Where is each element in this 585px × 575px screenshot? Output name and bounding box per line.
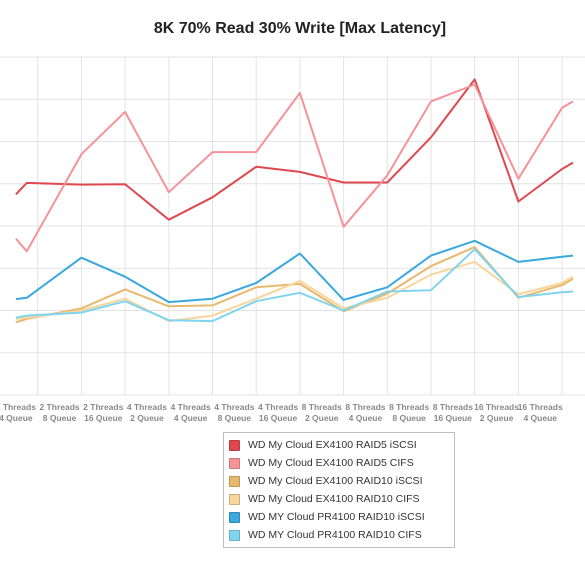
x-tick-queue: 8 Queue [43,413,77,423]
x-tick-label: 8 Threads 2 Queue [302,402,342,423]
x-tick-label: 4 Threads 2 Queue [127,402,167,423]
x-tick-label: 4 Threads 8 Queue [214,402,254,423]
x-tick-queue: 8 Queue [392,413,426,423]
x-tick-label: 2 Threads 8 Queue [39,402,79,423]
x-tick-label: 8 Threads 4 Queue [345,402,385,423]
x-tick-queue: 16 Queue [259,413,298,423]
x-tick-threads: 4 Threads [258,402,298,412]
x-tick-label: 4 Threads 4 Queue [171,402,211,423]
x-tick-queue: 4 Queue [0,413,33,423]
x-tick-threads: 2 Threads [39,402,79,412]
x-tick-threads: 2 Threads [83,402,123,412]
x-tick-queue: 4 Queue [523,413,557,423]
series-line-5 [15,239,574,304]
legend-item: WD MY Cloud PR4100 RAID10 iSCSI [224,508,454,526]
legend-item: WD My Cloud EX4100 RAID10 CIFS [224,490,454,508]
x-tick-label: 16 Threads 4 Queue [518,402,563,423]
legend-item: WD My Cloud EX4100 RAID5 CIFS [224,454,454,472]
series-line-4 [15,260,574,323]
x-tick-threads: 8 Threads [345,402,385,412]
x-tick-threads: 4 Threads [127,402,167,412]
legend-swatch [229,457,240,469]
x-tick-threads: 4 Threads [171,402,211,412]
legend-label: WD MY Cloud PR4100 RAID10 iSCSI [248,511,425,523]
x-tick-threads: 2 Threads [0,402,36,412]
legend-swatch [229,439,240,451]
x-tick-queue: 2 Queue [480,413,514,423]
series-line-1 [15,78,574,221]
chart-grid [0,56,585,396]
x-tick-queue: 16 Queue [434,413,473,423]
chart-series-lines [15,78,574,324]
legend-swatch [229,529,240,541]
x-tick-threads: 16 Threads [518,402,563,412]
x-tick-label: 2 Threads 16 Queue [83,402,123,423]
legend-label: WD My Cloud EX4100 RAID10 CIFS [248,493,420,505]
x-tick-threads: 16 Threads [474,402,519,412]
legend-label: WD MY Cloud PR4100 RAID10 CIFS [248,529,422,541]
legend-swatch [229,511,240,523]
x-tick-threads: 8 Threads [302,402,342,412]
legend-label: WD My Cloud EX4100 RAID10 iSCSI [248,475,423,487]
legend-item: WD My Cloud EX4100 RAID10 iSCSI [224,472,454,490]
series-line-6 [15,248,574,323]
legend-swatch [229,493,240,505]
legend-label: WD My Cloud EX4100 RAID5 CIFS [248,457,414,469]
x-tick-label: 4 Threads 16 Queue [258,402,298,423]
x-tick-queue: 2 Queue [130,413,164,423]
x-tick-threads: 8 Threads [433,402,473,412]
x-tick-threads: 8 Threads [389,402,429,412]
legend-item: WD My Cloud EX4100 RAID5 iSCSI [224,436,454,454]
series-line-2 [15,83,574,253]
x-tick-queue: 2 Queue [305,413,339,423]
x-tick-queue: 4 Queue [349,413,383,423]
x-tick-label: 8 Threads 16 Queue [433,402,473,423]
chart-title: 8K 70% Read 30% Write [Max Latency] [153,20,447,37]
x-tick-queue: 4 Queue [174,413,208,423]
x-tick-threads: 4 Threads [214,402,254,412]
x-tick-label: 16 Threads 2 Queue [474,402,519,423]
legend-label: WD My Cloud EX4100 RAID5 iSCSI [248,439,417,451]
x-tick-label: 8 Threads 8 Queue [389,402,429,423]
legend-swatch [229,475,240,487]
chart-legend: WD My Cloud EX4100 RAID5 iSCSI WD My Clou… [223,432,455,548]
x-tick-queue: 16 Queue [84,413,123,423]
x-tick-queue: 8 Queue [218,413,252,423]
legend-item: WD MY Cloud PR4100 RAID10 CIFS [224,526,454,544]
